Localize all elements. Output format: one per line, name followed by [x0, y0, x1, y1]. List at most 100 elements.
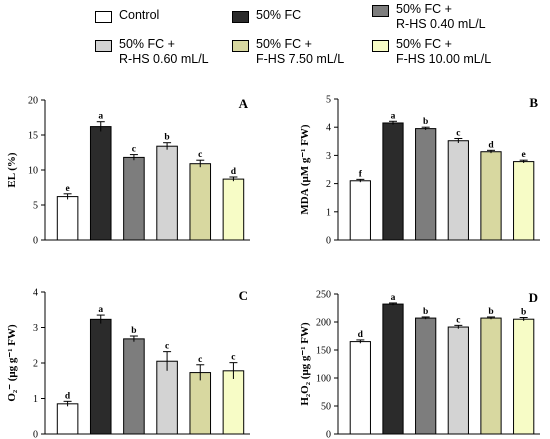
bar: [513, 161, 535, 241]
y-tick-label: 4: [33, 288, 38, 299]
legend-label-3: 50% FC + R-HS 0.40 mL/L: [396, 2, 486, 31]
y-tick-label: 5: [326, 95, 331, 106]
legend-label-6: 50% FC + F-HS 10.00 mL/L: [396, 37, 492, 66]
bar: [415, 317, 437, 435]
legend-label-1: Control: [119, 8, 160, 22]
bar: [156, 360, 178, 435]
y-tick-label: 10: [28, 166, 38, 177]
bar: [156, 145, 178, 241]
significance-letter: d: [231, 167, 237, 177]
significance-letter: c: [456, 128, 460, 138]
y-tick-label: 2: [33, 359, 38, 370]
significance-letter: c: [198, 355, 202, 365]
significance-letter: c: [132, 145, 136, 155]
y-tick-label: 3: [33, 323, 38, 334]
legend-swatch-1: [95, 11, 112, 23]
bar: [447, 326, 469, 435]
bar: [513, 318, 535, 435]
significance-letter: d: [488, 140, 494, 150]
panel-label: D: [529, 290, 538, 305]
y-axis-label: H₂O₂ (μg g⁻¹ FW): [299, 322, 311, 406]
y-tick-label: 200: [316, 318, 331, 329]
chart-panel-A: 0 5 10 15 20 EL (%) Ae a c b c d: [6, 96, 250, 247]
bar: [382, 122, 404, 241]
bar: [123, 338, 145, 435]
bar: [349, 180, 371, 241]
significance-letter: e: [522, 150, 526, 160]
y-axis-label: O₂⁻ (μg g⁻¹ FW): [6, 324, 18, 402]
significance-letter: b: [423, 117, 428, 127]
significance-letter: a: [98, 305, 103, 315]
bar: [222, 178, 245, 241]
significance-letter: b: [488, 307, 493, 317]
y-tick-label: 15: [28, 131, 38, 142]
bar: [123, 156, 145, 241]
y-tick-label: 0: [326, 430, 331, 439]
bar: [349, 341, 371, 435]
y-tick-label: 50: [321, 402, 331, 413]
bar: [56, 403, 79, 435]
bar: [89, 126, 112, 241]
y-tick-label: 4: [326, 123, 331, 134]
bar: [480, 317, 502, 435]
bar: [189, 163, 212, 241]
y-tick-label: 100: [316, 374, 331, 385]
significance-letter: b: [164, 133, 169, 143]
y-tick-label: 0: [33, 236, 38, 247]
y-tick-label: 0: [33, 430, 38, 439]
bar: [415, 128, 437, 241]
significance-letter: a: [391, 111, 396, 121]
y-tick-label: 150: [316, 346, 331, 357]
significance-letter: a: [391, 293, 396, 303]
legend-label-4: 50% FC + R-HS 0.60 mL/L: [119, 37, 209, 66]
bar: [382, 303, 404, 435]
significance-letter: e: [65, 184, 69, 194]
legend-item-4: 50% FC + R-HS 0.60 mL/L: [95, 37, 209, 67]
significance-letter: c: [165, 342, 169, 352]
legend-item-3: 50% FC + R-HS 0.40 mL/L: [372, 2, 486, 32]
legend-label-2: 50% FC: [256, 8, 302, 22]
y-tick-label: 20: [28, 96, 38, 107]
legend-item-5: 50% FC + F-HS 7.50 mL/L: [232, 37, 344, 67]
panel-label: C: [239, 288, 248, 303]
y-axis-label: MDA (μM g⁻¹ FW): [299, 124, 311, 215]
y-tick-label: 0: [326, 236, 331, 247]
significance-letter: b: [131, 326, 136, 336]
legend-item-2: 50% FC: [232, 8, 301, 23]
bar: [189, 372, 212, 435]
legend-swatch-6: [372, 40, 389, 52]
significance-letter: c: [198, 150, 202, 160]
bar: [89, 318, 112, 435]
y-tick-label: 3: [326, 151, 331, 162]
bar: [447, 140, 469, 241]
bar: [56, 196, 79, 241]
significance-letter: b: [423, 307, 428, 317]
panel-label: A: [239, 96, 249, 111]
y-axis-label: EL (%): [6, 152, 18, 187]
y-tick-label: 1: [326, 207, 331, 218]
chart-panel-C: 0 1 2 3 4 O₂⁻ (μg g⁻¹ FW) Cd a b c c c: [6, 288, 250, 439]
y-tick-label: 1: [33, 394, 38, 405]
legend-swatch-2: [232, 11, 249, 23]
chart-panel-B: 0 1 2 3 4 5 MDA (μM g⁻¹ FW) Bf a b c d e: [299, 95, 540, 247]
significance-letter: f: [359, 169, 363, 179]
bar: [222, 370, 245, 435]
legend-swatch-4: [95, 40, 112, 52]
y-tick-label: 2: [326, 179, 331, 190]
significance-letter: c: [231, 353, 235, 363]
significance-letter: c: [456, 315, 460, 325]
chart-panel-D: 0 50 100 150 200 250 H₂O₂ (μg g⁻¹ FW) Dd a b c b b: [299, 290, 540, 439]
bar: [480, 151, 502, 241]
legend: Control 50% FC 50% FC + R-HS 0.40 mL/L 5…: [0, 0, 550, 70]
legend-item-1: Control: [95, 8, 159, 23]
legend-swatch-3: [372, 5, 389, 17]
significance-letter: d: [358, 330, 364, 340]
y-tick-label: 250: [316, 290, 331, 301]
significance-letter: b: [521, 308, 526, 318]
legend-swatch-5: [232, 40, 249, 52]
legend-label-5: 50% FC + F-HS 7.50 mL/L: [256, 37, 345, 66]
legend-item-6: 50% FC + F-HS 10.00 mL/L: [372, 37, 491, 67]
significance-letter: a: [98, 112, 103, 122]
significance-letter: d: [65, 391, 71, 401]
